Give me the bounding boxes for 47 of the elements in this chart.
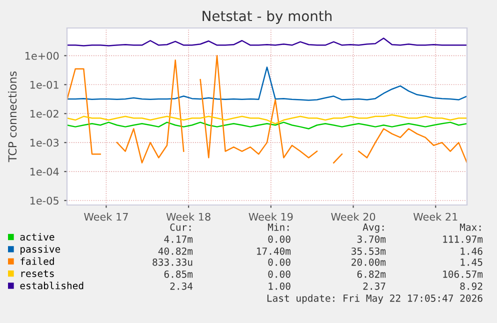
y-tick-label: 1e-01 — [30, 80, 58, 89]
chart-title: Netstat - by month — [202, 10, 332, 24]
text: 4.17m — [164, 236, 193, 243]
text: 833.33u — [152, 258, 192, 266]
x-tick-label: Week 21 — [413, 212, 458, 221]
text: Cur: — [170, 223, 191, 231]
line-series — [67, 122, 467, 130]
text: 2.37 — [363, 282, 386, 290]
text: Max: — [460, 224, 481, 231]
y-axis-title: TCP connections — [8, 71, 17, 162]
text: Last update: Fri May 22 17:05:47 2026 — [267, 294, 482, 304]
text: 0.00 — [268, 235, 290, 243]
y-tick-label: 1e+00 — [25, 52, 59, 60]
legend-label: failed — [20, 257, 54, 265]
text: 1.45 — [460, 258, 482, 266]
y-tick-label: 1e-03 — [30, 138, 59, 147]
legend-label: resets — [21, 270, 54, 278]
text: 35.53m — [352, 247, 386, 255]
text: 6.85m — [164, 270, 193, 278]
text: 3.70m — [357, 235, 386, 243]
text: Avg: — [362, 224, 384, 233]
y-tick-label: 1e-04 — [30, 168, 59, 176]
text: 0.00 — [268, 270, 290, 278]
line-series — [67, 66, 467, 101]
text: 2.34 — [170, 282, 193, 290]
text: 1.46 — [460, 247, 482, 255]
text: 6.82m — [357, 270, 386, 278]
y-tick-label: 1e-02 — [30, 110, 58, 118]
text: 1.00 — [268, 282, 290, 290]
text: 0.00 — [268, 258, 290, 266]
legend-label: passive — [20, 245, 60, 255]
legend-label: established — [20, 282, 84, 290]
text: 111.97m — [443, 235, 483, 243]
text: 106.57m — [443, 270, 483, 278]
legend-label: active — [20, 233, 54, 241]
line-series — [67, 38, 467, 46]
text: 8.92 — [460, 282, 482, 290]
x-tick-label: Week 17 — [84, 212, 128, 221]
text: 40.82m — [158, 247, 193, 255]
text: 20.00m — [352, 258, 386, 266]
x-tick-label: Week 19 — [248, 212, 293, 221]
text: Min: — [268, 223, 289, 231]
x-tick-label: Week 20 — [331, 212, 376, 221]
y-tick-label: 1e-05 — [30, 196, 58, 205]
text: 17.40m — [257, 247, 291, 255]
line-series — [67, 114, 467, 124]
x-tick-label: Week 18 — [166, 212, 210, 221]
